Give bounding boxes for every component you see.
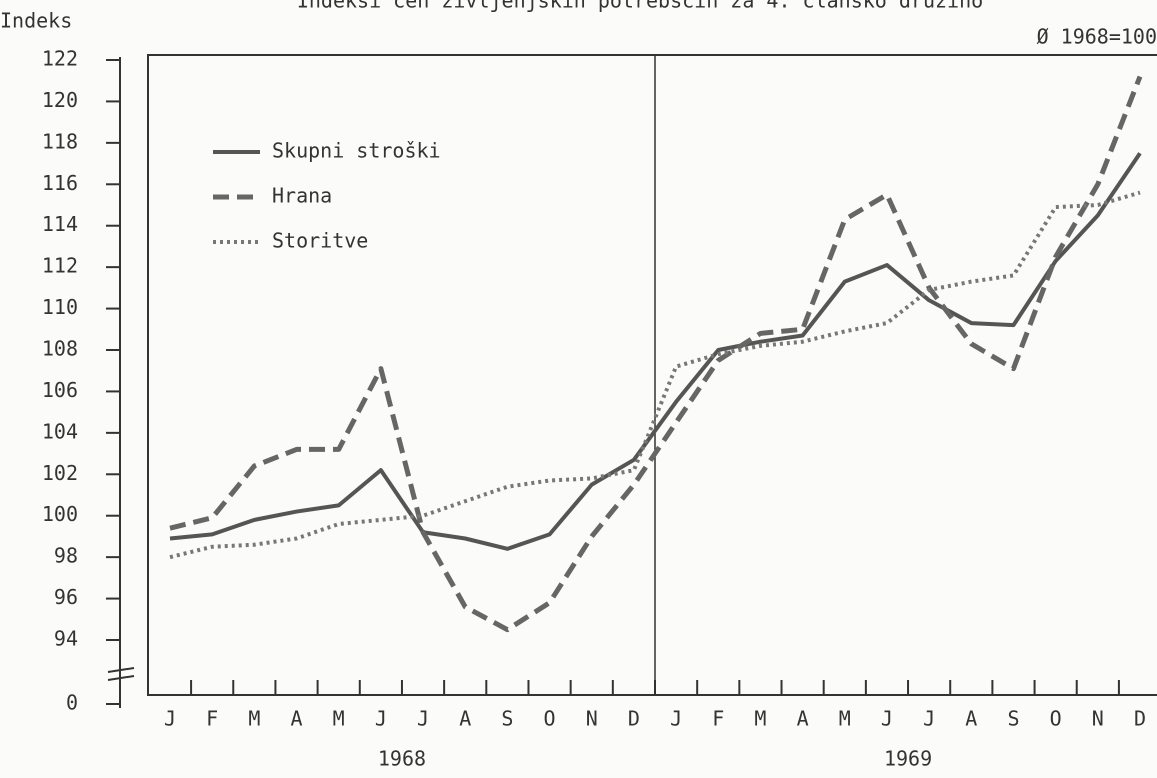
group-label: 1969 <box>884 747 932 771</box>
y-tick-label: 112 <box>42 254 78 278</box>
y-tick-label: 106 <box>42 378 78 402</box>
note: Ø 1968=100 <box>1037 25 1157 49</box>
x-tick-label: N <box>1092 707 1104 731</box>
series-line <box>169 190 1141 560</box>
y-tick-label: 110 <box>42 295 78 319</box>
y-tick-label: 100 <box>42 502 78 526</box>
x-tick-label: F <box>206 707 218 731</box>
y-axis-label: Indeks <box>0 9 72 33</box>
legend-label: Hrana <box>272 184 332 208</box>
series-line <box>169 75 1143 633</box>
series-line <box>169 152 1142 551</box>
plot-frame <box>147 54 1157 696</box>
y-tick-label: 114 <box>42 212 78 236</box>
x-tick-label: J <box>164 707 176 731</box>
y-tick-label: 116 <box>42 171 78 195</box>
x-tick-label: D <box>1134 707 1146 731</box>
x-tick-label: M <box>333 707 345 731</box>
legend-label: Skupni stroški <box>272 139 441 163</box>
x-tick-label: F <box>712 707 724 731</box>
y-tick-label: 94 <box>54 627 78 651</box>
x-tick-label: A <box>797 707 809 731</box>
x-tick-label: J <box>417 707 429 731</box>
x-tick-label: D <box>628 707 640 731</box>
y-tick-label: 96 <box>54 585 78 609</box>
y-tick-label: 104 <box>42 419 78 443</box>
x-tick-label: M <box>754 707 766 731</box>
y-tick-label: 108 <box>42 337 78 361</box>
x-tick-label: A <box>459 707 471 731</box>
legend-label: Storitve <box>272 229 368 253</box>
y-tick-label: 0 <box>66 691 78 715</box>
y-tick-label: 120 <box>42 88 78 112</box>
axis-break <box>107 675 135 681</box>
x-tick-label: J <box>923 707 935 731</box>
x-tick-label: N <box>586 707 598 731</box>
x-tick-label: J <box>670 707 682 731</box>
x-tick-label: M <box>839 707 851 731</box>
x-tick-label: O <box>544 707 556 731</box>
x-tick-label: S <box>1007 707 1019 731</box>
x-tick-label: J <box>375 707 387 731</box>
axis-break <box>107 667 135 673</box>
x-tick-label: J <box>881 707 893 731</box>
x-tick-label: O <box>1050 707 1062 731</box>
y-tick-label: 102 <box>42 461 78 485</box>
chart-title: Indeksi cen življenjskih potrebščin za 4… <box>297 0 983 13</box>
x-tick-label: A <box>290 707 302 731</box>
x-tick-label: A <box>965 707 977 731</box>
group-label: 1968 <box>378 747 426 771</box>
x-tick-label: S <box>501 707 513 731</box>
y-tick-label: 118 <box>42 129 78 153</box>
y-tick-label: 122 <box>42 47 78 71</box>
y-tick-label: 98 <box>54 544 78 568</box>
x-tick-label: M <box>248 707 260 731</box>
